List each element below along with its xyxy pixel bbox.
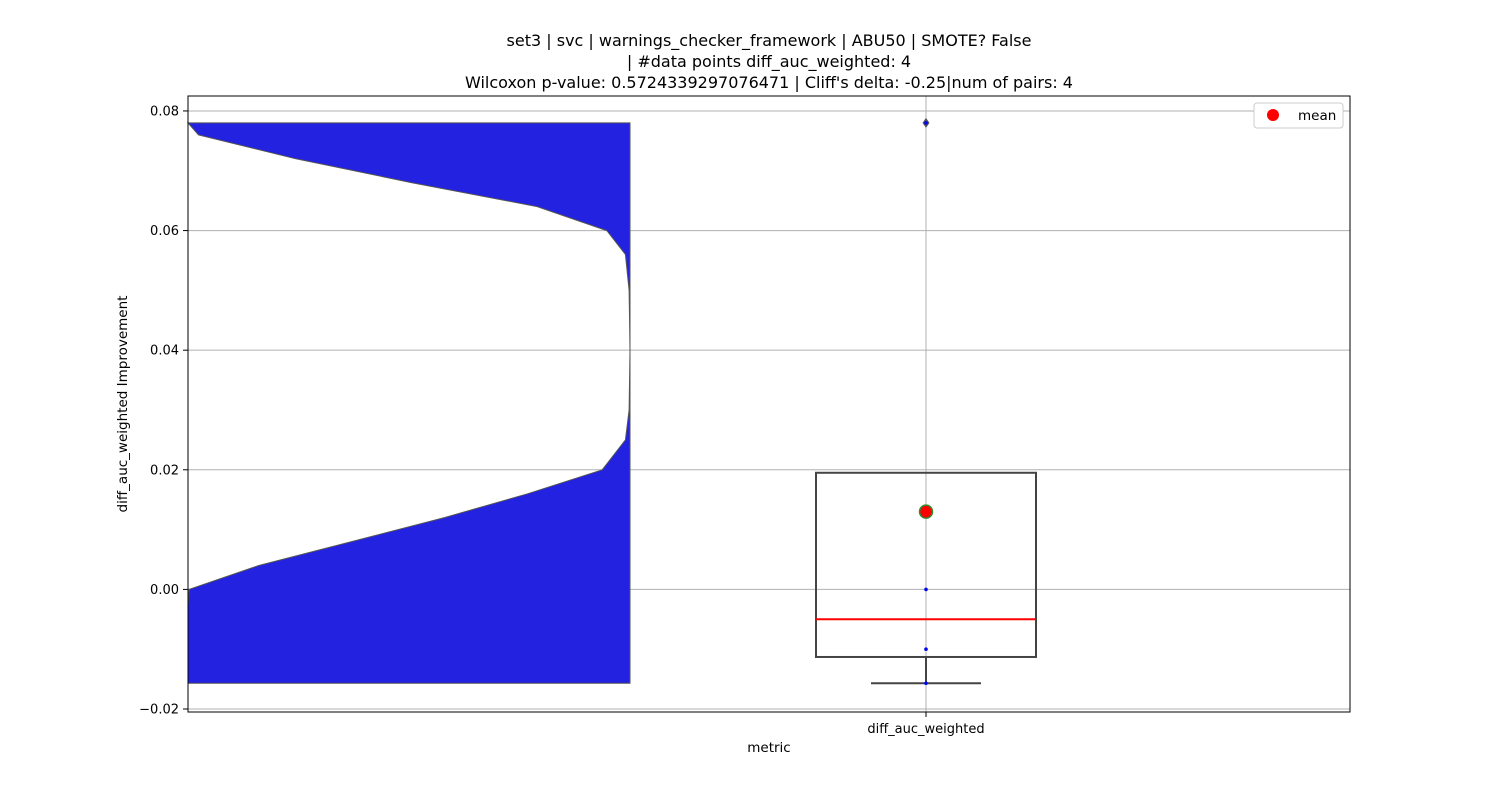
- y-tick-label: 0.06: [150, 224, 179, 239]
- mean-marker: [918, 504, 934, 519]
- legend: mean: [1253, 102, 1344, 129]
- title-line-2: | #data points diff_auc_weighted: 4: [627, 52, 911, 72]
- data-point: [924, 121, 928, 125]
- chart-title: set3 | svc | warnings_checker_framework …: [465, 31, 1073, 92]
- legend-mean-label: mean: [1298, 108, 1336, 124]
- y-tick-label: 0.02: [150, 463, 179, 478]
- plot-frame: [187, 95, 1351, 713]
- y-tick-label: −0.02: [139, 703, 179, 718]
- data-point: [924, 681, 928, 686]
- x-axis-label: metric: [747, 740, 790, 756]
- y-tick-label: 0.04: [150, 344, 179, 359]
- y-tick-label: 0.08: [150, 104, 179, 119]
- x-axis-ticks: diff_auc_weighted: [867, 712, 985, 737]
- title-line-1: set3 | svc | warnings_checker_framework …: [507, 31, 1032, 51]
- box-iqr: [815, 471, 1037, 658]
- data-points: [918, 121, 934, 686]
- legend-frame: [1253, 102, 1344, 129]
- title-line-3: Wilcoxon p-value: 0.5724339297076471 | C…: [465, 73, 1073, 92]
- legend-mean-marker: [1267, 109, 1279, 121]
- y-tick-label: 0.00: [150, 583, 179, 598]
- x-tick-label: diff_auc_weighted: [867, 722, 984, 737]
- violin-half: [186, 122, 631, 684]
- data-point: [924, 587, 928, 592]
- y-axis-label: diff_auc_weighted Improvement: [115, 296, 131, 513]
- y-axis-ticks: −0.02 0.00 0.02 0.04 0.06 0.08: [139, 104, 188, 718]
- data-point: [924, 647, 928, 652]
